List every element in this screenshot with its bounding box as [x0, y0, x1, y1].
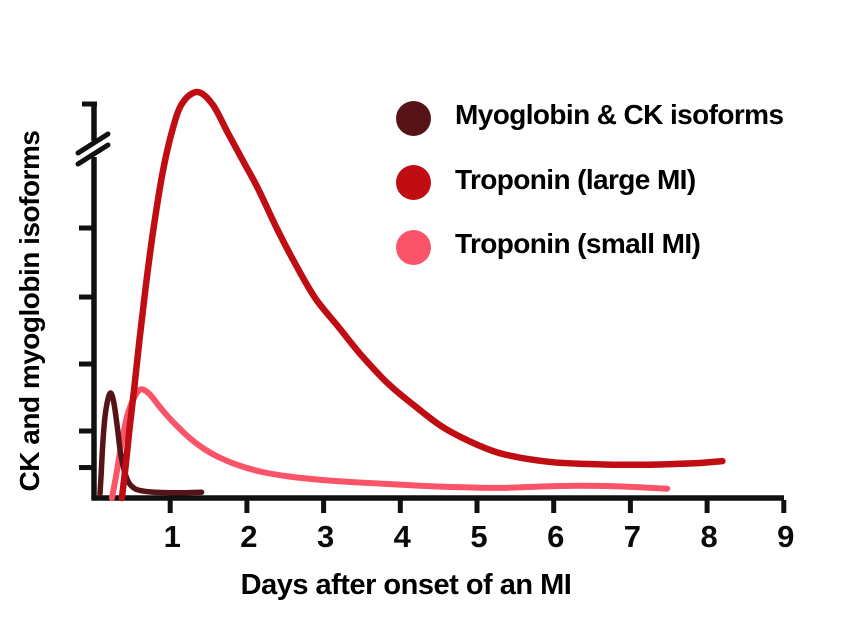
x-axis-label: Days after onset of an MI: [240, 569, 572, 601]
x-tick-label: 3: [316, 519, 335, 554]
x-tick-label: 6: [547, 519, 565, 554]
legend-label: Troponin (large MI): [455, 163, 696, 195]
y-axis-break-icon: [75, 142, 111, 167]
x-tick-label: 8: [700, 519, 718, 554]
legend-swatch-circle-icon: [396, 165, 431, 200]
legend-label: Troponin (small MI): [455, 228, 701, 259]
legend-item: Troponin (large MI): [396, 163, 696, 201]
x-tick-label: 9: [777, 519, 795, 554]
y-axis-break-icon: [75, 131, 111, 156]
curve-troponin-large-mi: [118, 88, 726, 502]
x-tick-label: 4: [393, 519, 411, 554]
legend-swatch-circle-icon: [396, 100, 431, 136]
x-tick-label: 2: [240, 519, 258, 554]
x-tick-label: 7: [623, 519, 642, 554]
legend-swatch-circle-icon: [396, 229, 431, 265]
curve-myoglobin-ck-isoforms: [97, 390, 205, 497]
x-tick-label: 1: [163, 519, 181, 554]
curve-troponin-small-mi: [108, 386, 671, 501]
x-tick-label: 5: [470, 519, 488, 554]
legend-label: Myoglobin & CK isoforms: [455, 99, 784, 130]
legend-item: Myoglobin & CK isoforms: [396, 99, 784, 136]
legend-item: Troponin (small MI): [396, 228, 701, 265]
y-axis-label: CK and myoglobin isoforms: [14, 130, 45, 492]
